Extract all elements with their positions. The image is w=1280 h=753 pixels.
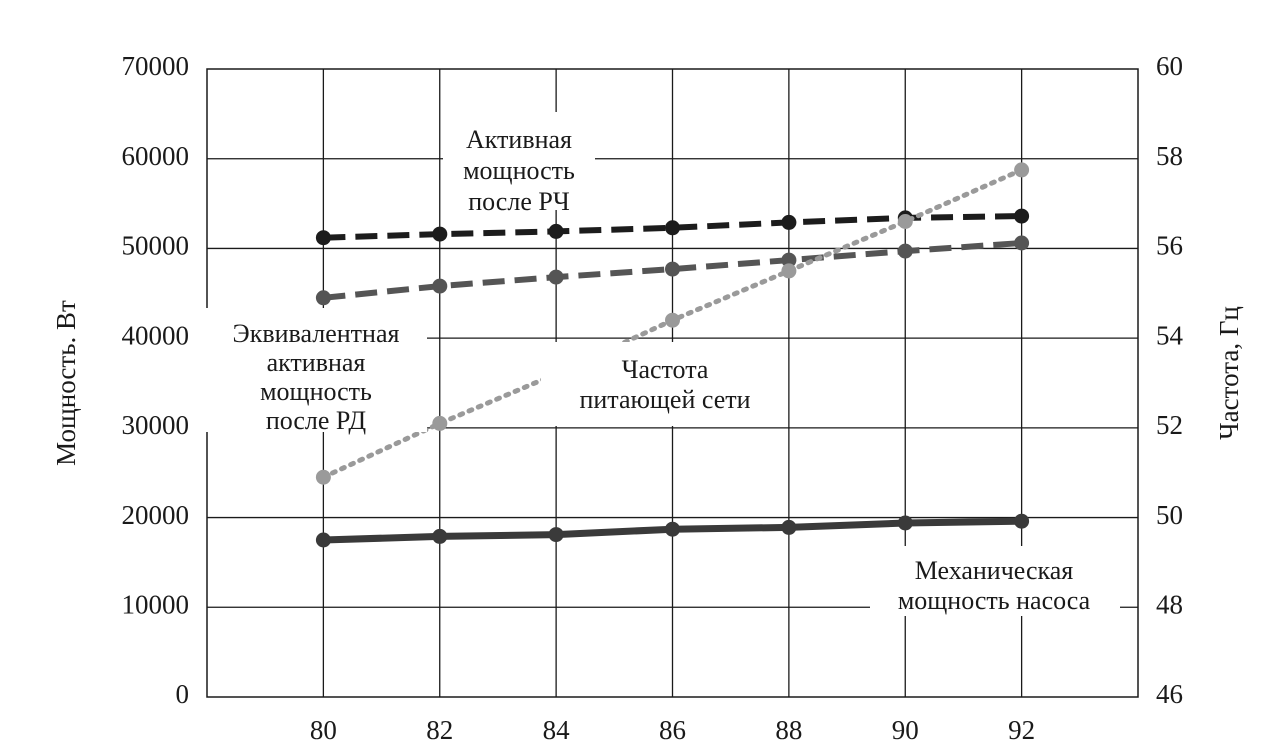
y2-tick-label-2: 50	[1156, 500, 1183, 530]
annotation-bg-active_rch	[443, 112, 595, 210]
series-0-point-1	[432, 226, 448, 242]
series-1-point-2	[548, 269, 564, 285]
series-2-point-4	[781, 263, 797, 279]
series-layer	[315, 162, 1030, 548]
annotation-bg-frequency	[541, 342, 787, 426]
series-0-point-4	[781, 214, 797, 230]
series-3-point-0	[315, 532, 331, 548]
series-1-point-4	[781, 252, 797, 268]
y-tick-label-5: 50000	[122, 231, 190, 261]
y-tick-label-7: 70000	[122, 51, 190, 81]
annotation-active_rch-line-0: Активная	[466, 125, 572, 154]
annotation-frequency-line-1: питающей сети	[579, 385, 750, 414]
annotation-active_rch-line-2: после РЧ	[468, 187, 570, 216]
annotation-bg-mechanical	[870, 546, 1120, 616]
y2-tick-label-7: 60	[1156, 51, 1183, 81]
x-tick-label-5: 90	[892, 715, 919, 745]
annotation-equiv_rd-line-3: после РД	[266, 406, 367, 435]
y2-tick-label-4: 54	[1156, 320, 1184, 350]
y2-tick-label-1: 48	[1156, 589, 1183, 619]
y-tick-label-4: 40000	[122, 320, 190, 350]
y-tick-label-3: 30000	[122, 410, 190, 440]
series-3-point-3	[665, 521, 680, 537]
y-tick-label-2: 20000	[122, 500, 190, 530]
y2-tick-label-3: 52	[1156, 410, 1183, 440]
x-tick-label-0: 80	[310, 715, 337, 745]
tick-layer: 0 10000 20000 30000 40000 50000 60000 70000 46 48…	[122, 51, 1184, 745]
y2-tick-label-5: 56	[1156, 231, 1183, 261]
y2-axis-title: Частота, Гц	[1214, 306, 1244, 440]
series-0-point-6	[1014, 208, 1030, 224]
x-tick-label-3: 86	[659, 715, 686, 745]
series-1-point-5	[897, 243, 913, 259]
series-0-point-3	[665, 220, 680, 236]
series-2-point-6	[1014, 162, 1030, 178]
x-tick-label-6: 92	[1008, 715, 1035, 745]
series-1-point-3	[665, 261, 680, 277]
series-2-point-5	[897, 214, 913, 229]
annotation-equiv_rd-line-0: Эквивалентная	[233, 319, 400, 348]
series-1-point-1	[432, 278, 448, 294]
annotation-mechanical-line-1: мощность насоса	[898, 586, 1091, 615]
annotation-bg-equiv_rd	[205, 308, 427, 432]
y2-tick-label-0: 46	[1156, 679, 1183, 709]
series-3-point-4	[781, 519, 797, 535]
series-2-point-0	[315, 469, 331, 485]
y-tick-label-0: 0	[176, 679, 190, 709]
y2-tick-label-6: 58	[1156, 141, 1183, 171]
annotation-equiv_rd-line-2: мощность	[260, 377, 372, 406]
series-1-point-0	[315, 290, 331, 306]
annotation-equiv_rd-line-1: активная	[267, 348, 366, 377]
y-axis-title: Мощность. Вт	[51, 300, 81, 466]
series-0-point-2	[548, 223, 564, 239]
series-3-point-2	[548, 527, 564, 543]
x-tick-label-4: 88	[775, 715, 802, 745]
y-tick-label-1: 10000	[122, 589, 190, 619]
x-tick-label-2: 84	[543, 715, 571, 745]
series-2-point-1	[432, 415, 448, 431]
x-tick-label-1: 82	[426, 715, 453, 745]
series-3-point-5	[897, 515, 913, 531]
series-0-point-0	[315, 230, 331, 246]
annotation-active_rch-line-1: мощность	[463, 156, 575, 185]
series-3-point-1	[432, 528, 448, 544]
series-3-point-6	[1014, 513, 1030, 529]
y-tick-label-6: 60000	[122, 141, 190, 171]
series-1-point-6	[1014, 235, 1030, 251]
annotation-frequency-line-0: Частота	[622, 355, 709, 384]
series-2-point-3	[665, 312, 680, 328]
annotation-mechanical-line-0: Механическая	[915, 556, 1074, 585]
